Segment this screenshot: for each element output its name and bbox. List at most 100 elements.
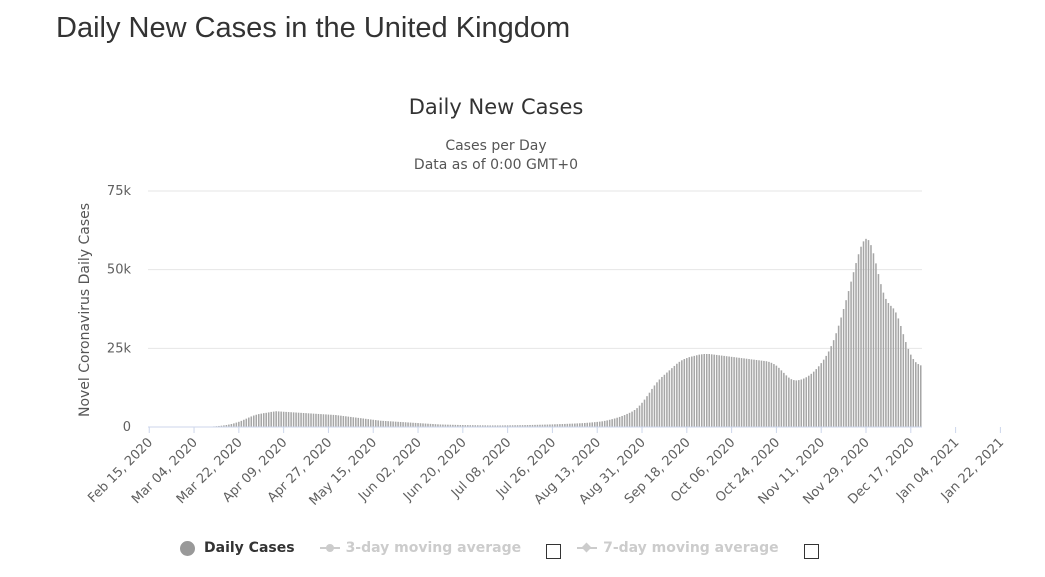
bar xyxy=(606,420,608,427)
bar xyxy=(651,388,653,427)
bar xyxy=(688,357,691,427)
bar xyxy=(511,425,514,427)
bar xyxy=(576,423,579,427)
bar xyxy=(812,371,815,427)
bar xyxy=(250,416,253,427)
bar xyxy=(559,424,561,427)
legend-item-7day-average[interactable]: 7-day moving average xyxy=(577,540,779,556)
bar xyxy=(275,411,277,427)
bar xyxy=(795,380,798,427)
bar xyxy=(715,354,718,427)
bar xyxy=(449,424,452,427)
bar xyxy=(287,412,290,427)
bar xyxy=(397,421,399,427)
bar xyxy=(462,425,464,427)
bar xyxy=(855,263,857,427)
y-tick-label: 50k xyxy=(107,263,132,278)
bar xyxy=(280,411,282,427)
bar xyxy=(238,421,240,427)
bar xyxy=(350,416,352,427)
bar xyxy=(710,354,713,427)
legend-label-7day-average: 7-day moving average xyxy=(603,540,779,556)
bar xyxy=(758,360,760,427)
legend-item-3day-average[interactable]: 3-day moving average xyxy=(319,540,522,556)
bar xyxy=(290,412,292,427)
bar xyxy=(900,325,902,427)
bar xyxy=(862,241,865,427)
bar xyxy=(598,421,601,427)
bar xyxy=(857,254,860,427)
bar xyxy=(691,356,693,427)
bar xyxy=(516,425,519,427)
bar xyxy=(905,342,907,427)
bar xyxy=(803,378,805,427)
bar xyxy=(355,417,357,427)
bar xyxy=(372,419,374,427)
bar xyxy=(872,253,875,427)
bar xyxy=(257,414,260,427)
bar xyxy=(870,245,872,427)
legend-item-daily-cases[interactable]: Daily Cases xyxy=(180,540,295,556)
bar xyxy=(476,425,479,427)
bar xyxy=(696,355,698,427)
bar xyxy=(591,422,594,427)
bar xyxy=(842,309,845,427)
bar xyxy=(253,415,255,427)
bar xyxy=(887,303,890,427)
bar xyxy=(566,423,569,427)
bar xyxy=(686,358,688,427)
checkbox-7day-average[interactable] xyxy=(803,543,819,559)
bar xyxy=(310,413,312,427)
bar xyxy=(442,424,444,427)
y-axis-ticks: 0 25k 50k 75k xyxy=(107,184,132,435)
bar xyxy=(330,414,332,427)
bar xyxy=(521,425,524,427)
line-diamond-icon xyxy=(577,542,598,554)
bar xyxy=(919,365,922,427)
bar xyxy=(357,417,360,427)
bar xyxy=(481,425,484,427)
bar xyxy=(735,357,738,427)
bar xyxy=(785,375,788,427)
bar xyxy=(377,420,379,427)
bar xyxy=(399,421,402,427)
bar xyxy=(417,423,419,427)
bar xyxy=(447,424,449,427)
y-tick-label: 0 xyxy=(123,420,131,435)
checkbox-3day-average[interactable] xyxy=(546,543,562,559)
bar xyxy=(469,425,472,427)
bar xyxy=(285,411,287,427)
bar xyxy=(668,370,671,427)
bar xyxy=(494,425,496,427)
bar xyxy=(593,422,596,427)
bar xyxy=(574,423,576,427)
bar xyxy=(895,312,897,427)
bar xyxy=(243,419,245,427)
bar xyxy=(705,354,708,427)
y-tick-label: 75k xyxy=(107,184,132,199)
legend-label-3day-average: 3-day moving average xyxy=(345,540,522,556)
bar xyxy=(220,425,223,427)
bar xyxy=(608,419,611,427)
bar xyxy=(320,414,322,427)
bar xyxy=(656,382,658,427)
bar xyxy=(671,368,673,427)
bar xyxy=(603,420,606,427)
bar xyxy=(541,424,544,427)
bar xyxy=(267,412,270,427)
bar xyxy=(788,377,790,427)
bar xyxy=(755,359,758,427)
bar xyxy=(912,359,915,427)
bar xyxy=(810,373,813,427)
bar xyxy=(360,418,362,427)
bar xyxy=(763,360,765,427)
bar xyxy=(571,423,574,427)
bar xyxy=(409,422,412,427)
bar xyxy=(262,413,265,427)
bar xyxy=(452,424,454,427)
bar xyxy=(322,414,325,427)
bar xyxy=(429,423,432,427)
bar xyxy=(653,385,656,427)
bar xyxy=(718,355,720,427)
